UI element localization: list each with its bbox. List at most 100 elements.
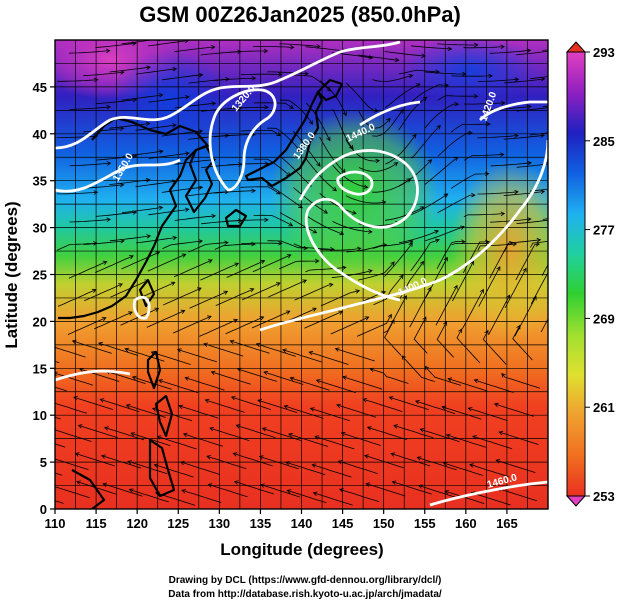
wind-streamline	[148, 152, 190, 159]
wind-arrowhead	[290, 44, 295, 50]
wind-arrowhead	[540, 133, 546, 138]
wind-streamline	[55, 500, 64, 504]
wind-streamline	[251, 310, 290, 329]
wind-arrowhead	[388, 396, 394, 401]
wind-streamline	[398, 159, 432, 187]
wind-streamline	[372, 109, 404, 137]
colorbar-tick-label: 293	[593, 45, 615, 60]
wind-streamline	[208, 484, 248, 498]
wind-arrowhead	[393, 162, 399, 167]
wind-streamline	[279, 99, 313, 125]
wind-arrowhead	[255, 342, 261, 348]
plot-area: 1440.01380.01350.01320.01400.01420.01460…	[26, 40, 557, 509]
wind-streamline	[312, 464, 352, 478]
wind-streamline	[293, 243, 334, 250]
wind-arrowhead	[106, 161, 112, 166]
colorbar-tick-label: 277	[593, 223, 615, 238]
wind-streamline	[230, 340, 270, 354]
wind-arrowhead	[304, 71, 309, 76]
wind-arrowhead	[416, 456, 422, 461]
wind-arrowhead	[26, 434, 30, 438]
colorbar: 293 285 277 269 261 253	[565, 41, 615, 507]
wind-streamline	[358, 162, 398, 172]
wind-streamline	[127, 461, 168, 475]
wind-arrowhead	[77, 424, 83, 429]
wind-arrowhead	[105, 48, 111, 54]
wind-streamline	[385, 206, 424, 221]
wind-arrowhead	[206, 315, 212, 320]
wind-arrowhead	[106, 104, 112, 110]
wind-arrowhead	[263, 370, 269, 376]
x-tick-label: 125	[167, 516, 189, 531]
y-tick-label: 35	[33, 174, 47, 189]
wind-streamline	[469, 464, 510, 478]
wind-streamline	[463, 213, 505, 217]
wind-streamline	[121, 40, 155, 45]
wind-arrowhead	[514, 189, 519, 195]
wind-arrowhead	[263, 48, 269, 54]
wind-streamline	[437, 194, 475, 214]
wind-arrowhead	[48, 400, 52, 404]
wind-arrowhead	[526, 217, 532, 222]
wind-streamline	[413, 316, 428, 354]
wind-streamline	[514, 296, 537, 337]
wind-streamline	[241, 242, 282, 244]
wind-streamline	[181, 489, 222, 503]
wind-streamline	[346, 82, 378, 112]
wind-arrowhead	[125, 403, 131, 409]
wind-streamline	[78, 425, 118, 439]
wind-streamline	[257, 399, 298, 413]
wind-streamline	[135, 68, 177, 75]
wind-arrowhead	[46, 344, 50, 348]
wind-streamline	[338, 460, 378, 474]
wind-arrowhead	[119, 182, 125, 188]
wind-streamline	[214, 134, 256, 138]
wind-streamline	[320, 290, 360, 307]
wind-streamline	[477, 191, 519, 195]
wind-arrowhead	[298, 204, 303, 209]
wind-streamline	[56, 191, 98, 195]
wind-streamline	[417, 457, 457, 471]
wind-arrowhead	[308, 350, 314, 356]
wind-streamline	[410, 45, 452, 50]
wind-arrowhead	[553, 218, 557, 222]
wind-arrowhead	[234, 262, 240, 267]
wind-streamline	[372, 240, 413, 249]
wind-streamline	[172, 315, 212, 334]
wind-streamline	[73, 396, 114, 410]
wind-arrowhead	[206, 455, 211, 460]
wind-streamline	[463, 46, 505, 49]
x-tick-label: 130	[208, 516, 230, 531]
colorbar-tick-label: 269	[593, 311, 615, 326]
wind-streamline	[225, 316, 264, 335]
wind-arrowhead	[172, 66, 178, 72]
wind-streamline	[451, 242, 493, 246]
wind-streamline	[436, 241, 465, 270]
wind-arrowhead	[251, 76, 257, 81]
wind-streamline	[358, 111, 391, 129]
wind-arrowhead	[363, 184, 369, 189]
wind-streamline	[83, 240, 125, 245]
wind-arrowhead	[185, 95, 190, 100]
wind-streamline	[214, 77, 256, 81]
y-tick-label: 30	[33, 221, 47, 236]
wind-arrowhead	[484, 329, 489, 335]
wind-streamline	[332, 221, 372, 233]
wind-streamline	[478, 266, 501, 307]
wind-streamline	[147, 40, 189, 47]
wind-arrowhead	[382, 242, 388, 248]
wind-streamline	[293, 130, 321, 167]
wind-streamline	[345, 195, 386, 204]
wind-arrowhead	[330, 246, 335, 252]
wind-arrowhead	[434, 238, 440, 243]
wind-streamline	[95, 211, 137, 217]
wind-streamline	[173, 259, 213, 278]
wind-streamline	[55, 402, 88, 414]
wind-streamline	[214, 243, 256, 250]
wind-streamline	[450, 123, 490, 133]
wind-streamline	[411, 125, 441, 159]
x-tick-label: 160	[455, 516, 477, 531]
wind-streamline	[418, 485, 459, 499]
wind-streamline	[410, 239, 440, 272]
wind-streamline	[174, 102, 216, 109]
